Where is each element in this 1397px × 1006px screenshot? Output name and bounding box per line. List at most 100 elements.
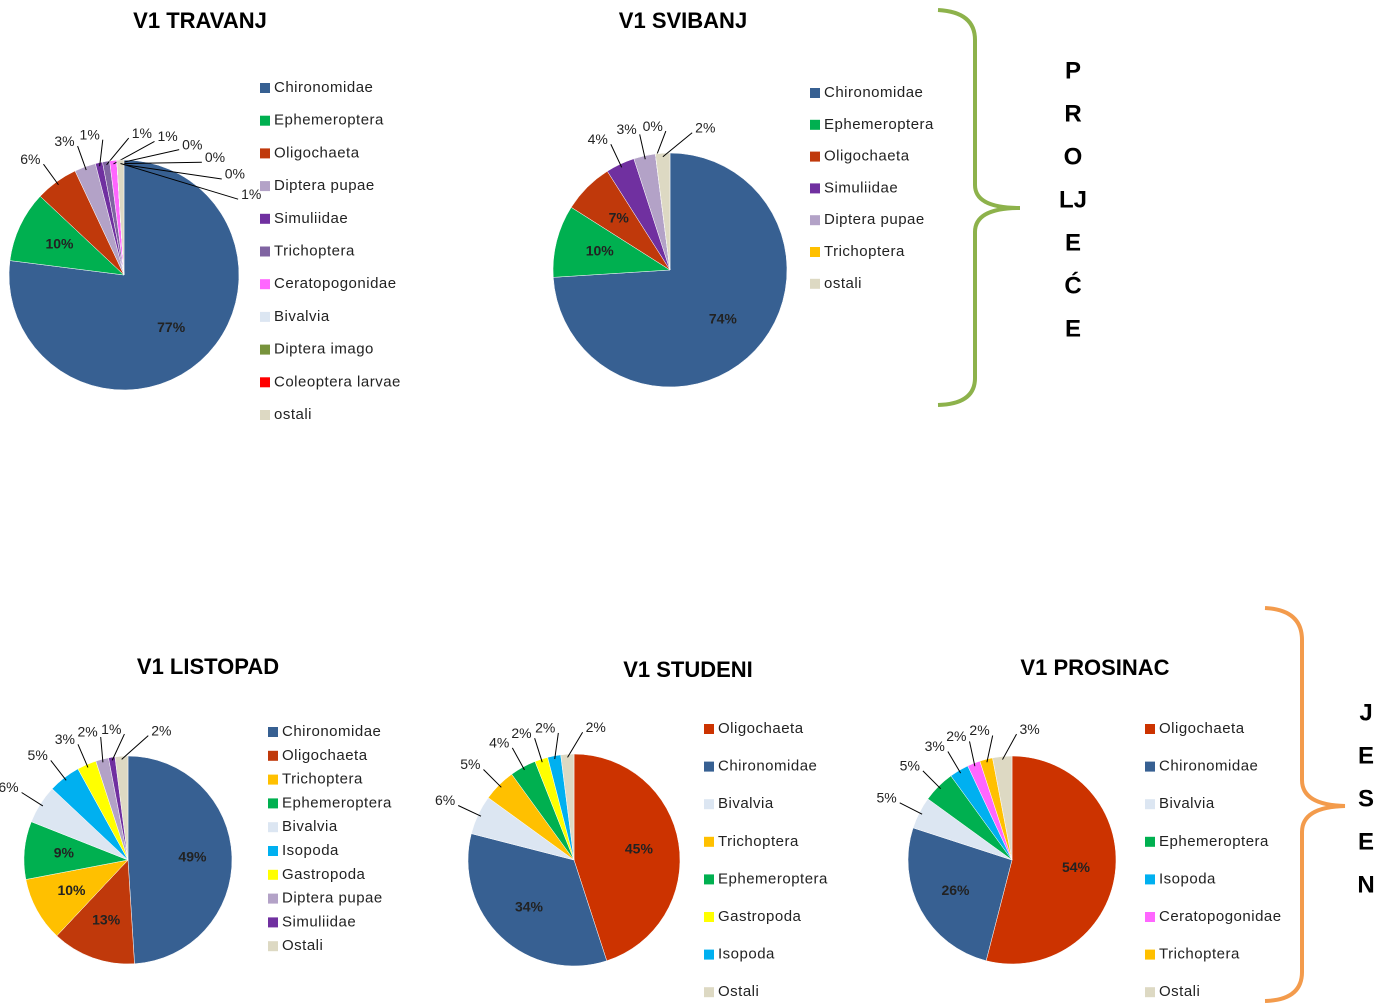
legend-label: Chironomidae <box>1159 758 1258 775</box>
slice-label: 2% <box>695 119 715 135</box>
legend-label: Ephemeroptera <box>282 794 392 811</box>
leader-line <box>1002 733 1017 760</box>
legend-swatch <box>268 774 278 785</box>
legend-swatch <box>704 799 714 810</box>
brace <box>1264 606 1346 1003</box>
legend-swatch <box>260 213 270 224</box>
legend-label: Bivalvia <box>274 308 330 325</box>
pie-slice <box>992 755 1013 861</box>
legend-label: Oligochaeta <box>824 148 910 165</box>
legend-swatch <box>704 724 714 734</box>
slice-label: 2% <box>535 720 555 736</box>
leader-line <box>922 770 942 790</box>
legend-swatch <box>704 836 714 847</box>
slice-label: 34% <box>515 899 544 915</box>
chart-title: V1 LISTOPAD <box>137 654 279 679</box>
legend-label: Ostali <box>1159 983 1200 1000</box>
legend-swatch <box>810 119 820 130</box>
pie-slice <box>985 755 1117 965</box>
legend-swatch <box>1145 874 1155 885</box>
legend-swatch <box>268 750 278 761</box>
legend-swatch <box>260 279 270 290</box>
leader-line <box>21 792 44 807</box>
leader-line <box>77 145 87 171</box>
slice-label: 3% <box>54 133 74 149</box>
slice-label: 45% <box>625 840 654 856</box>
legend-label: Chironomidae <box>282 723 381 740</box>
slice-label: 1% <box>241 186 261 202</box>
legend-label: Ceratopogonidae <box>1159 908 1282 925</box>
legend-label: Oligochaeta <box>718 720 804 737</box>
legend-label: ostali <box>274 406 312 423</box>
legend-label: Trichoptera <box>718 833 799 850</box>
slice-label: 3% <box>925 738 945 754</box>
slice-label: 6% <box>20 151 40 167</box>
leader-line <box>116 163 222 180</box>
legend-swatch <box>260 181 270 192</box>
legend-label: Simuliidae <box>274 210 348 227</box>
brace-letter: E <box>1358 742 1374 769</box>
leader-line <box>534 738 543 763</box>
slice-label: 1% <box>157 128 177 144</box>
brace-letter: E <box>1065 229 1081 256</box>
slice-label: 5% <box>900 758 920 774</box>
leader-line <box>639 134 646 160</box>
legend-swatch <box>260 410 270 420</box>
legend-swatch <box>704 761 714 772</box>
legend-label: Isopoda <box>282 842 339 859</box>
slice-label: 3% <box>55 731 75 747</box>
leader-line <box>121 735 149 760</box>
slice-label: 77% <box>157 319 186 335</box>
legend-swatch <box>810 183 820 194</box>
brace-letter: Ć <box>1064 271 1081 299</box>
legend-label: Gastropoda <box>718 908 802 925</box>
legend-label: Chironomidae <box>274 79 373 96</box>
leader-line <box>567 732 584 758</box>
legend-swatch <box>268 869 278 880</box>
slice-label: 0% <box>643 118 663 134</box>
slice-label: 9% <box>54 845 75 861</box>
legend-label: Ephemeroptera <box>1159 833 1269 850</box>
chart-title: V1 SVIBANJ <box>619 8 747 33</box>
leader-line <box>111 733 125 761</box>
legend-swatch <box>260 377 270 388</box>
legend-swatch <box>1145 912 1155 922</box>
leader-line <box>554 732 559 760</box>
slice-label: 1% <box>132 125 152 141</box>
legend-label: Gastropoda <box>282 866 366 883</box>
chart-title: V1 TRAVANJ <box>133 8 267 33</box>
legend-swatch <box>810 278 820 289</box>
legend-swatch <box>268 727 278 737</box>
leader-line <box>969 741 976 767</box>
brace-letter: J <box>1359 699 1372 726</box>
legend-label: Trichoptera <box>274 242 355 259</box>
brace-letter: LJ <box>1059 186 1087 213</box>
slice-label: 13% <box>92 911 121 927</box>
legend-label: Bivalvia <box>1159 795 1215 812</box>
slice-label: 0% <box>225 166 245 182</box>
slice-label: 4% <box>588 131 608 147</box>
slice-label: 2% <box>946 728 966 744</box>
legend-label: Isopoda <box>718 946 775 963</box>
legend-label: Isopoda <box>1159 870 1216 887</box>
brace-letter: R <box>1064 100 1081 127</box>
legend-swatch <box>268 846 278 856</box>
legend-label: Trichoptera <box>824 243 905 260</box>
slice-label: 54% <box>1062 859 1091 875</box>
slice-label: 26% <box>941 882 970 898</box>
brace-letter: E <box>1358 828 1374 855</box>
legend-swatch <box>810 215 820 226</box>
brace-letter: P <box>1065 57 1081 84</box>
legend-swatch <box>260 311 270 322</box>
legend-label: Diptera pupae <box>282 890 383 907</box>
pie-slice <box>552 206 671 278</box>
legend-swatch <box>1145 836 1155 847</box>
legend-label: Oligochaeta <box>282 747 368 764</box>
legend-swatch <box>1145 949 1155 960</box>
legend-label: Chironomidae <box>718 758 817 775</box>
leader-line <box>106 137 130 166</box>
slice-label: 2% <box>511 725 531 741</box>
leader-line <box>457 805 482 817</box>
pie-slice <box>114 755 129 861</box>
